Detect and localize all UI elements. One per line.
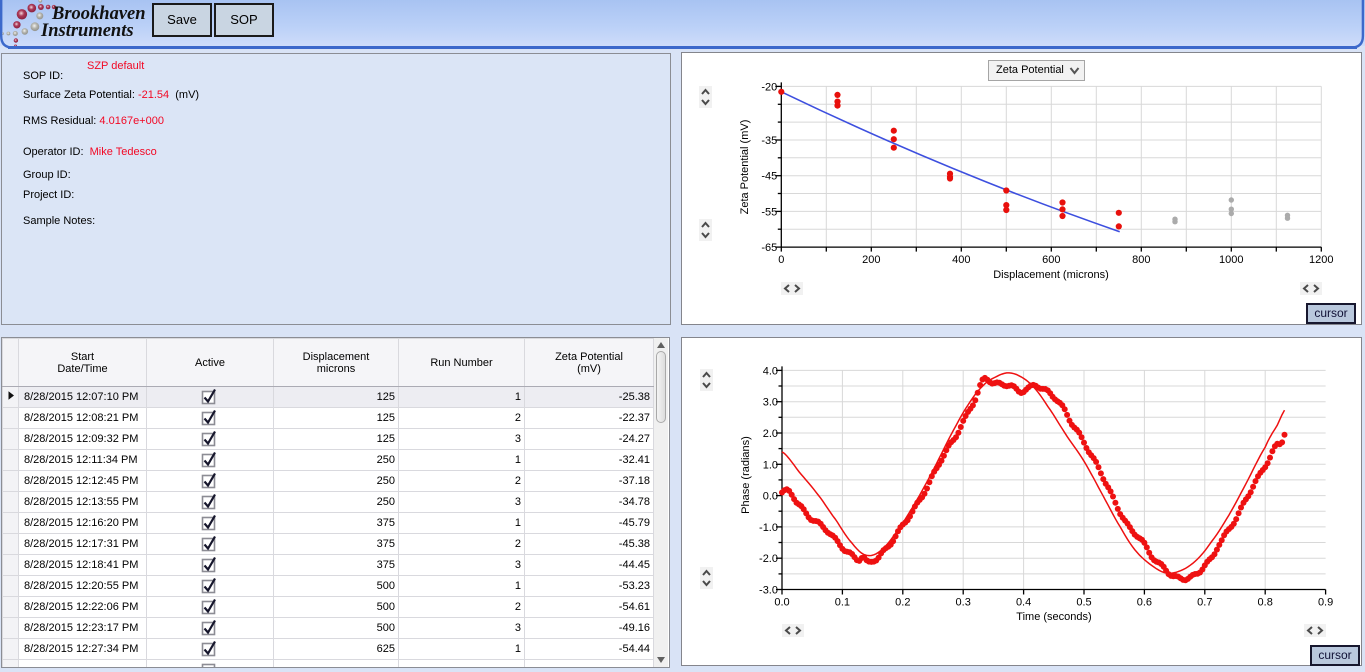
svg-text:0.2: 0.2 xyxy=(895,597,910,609)
svg-text:4.0: 4.0 xyxy=(763,365,778,377)
svg-text:0.3: 0.3 xyxy=(956,597,971,609)
svg-text:0.0: 0.0 xyxy=(763,491,778,503)
svg-text:-2.0: -2.0 xyxy=(759,553,778,565)
svg-text:2.0: 2.0 xyxy=(763,428,778,440)
svg-text:Displacement (microns): Displacement (microns) xyxy=(993,269,1109,281)
svg-text:-1.0: -1.0 xyxy=(759,522,778,534)
svg-text:0.7: 0.7 xyxy=(1197,597,1212,609)
svg-text:-35: -35 xyxy=(761,135,777,147)
svg-text:-65: -65 xyxy=(761,242,777,254)
svg-text:3.0: 3.0 xyxy=(763,397,778,409)
svg-text:Phase (radians): Phase (radians) xyxy=(740,436,752,514)
svg-text:Zeta Potential (mV): Zeta Potential (mV) xyxy=(739,120,751,215)
svg-text:1000: 1000 xyxy=(1219,254,1243,266)
svg-text:200: 200 xyxy=(862,254,880,266)
svg-text:0.9: 0.9 xyxy=(1318,597,1333,609)
svg-text:-3.0: -3.0 xyxy=(759,585,778,597)
svg-text:0.4: 0.4 xyxy=(1016,597,1031,609)
svg-text:0.8: 0.8 xyxy=(1258,597,1273,609)
svg-text:-45: -45 xyxy=(761,171,777,183)
svg-text:Time (seconds): Time (seconds) xyxy=(1016,611,1091,623)
svg-text:0.0: 0.0 xyxy=(774,597,789,609)
svg-text:0.5: 0.5 xyxy=(1076,597,1091,609)
svg-text:-55: -55 xyxy=(761,206,777,218)
svg-text:800: 800 xyxy=(1132,254,1150,266)
svg-text:0.6: 0.6 xyxy=(1137,597,1152,609)
svg-text:0.1: 0.1 xyxy=(835,597,850,609)
svg-text:-20: -20 xyxy=(761,81,777,93)
svg-text:0: 0 xyxy=(778,254,784,266)
svg-text:400: 400 xyxy=(952,254,970,266)
svg-text:1200: 1200 xyxy=(1309,254,1333,266)
svg-text:1.0: 1.0 xyxy=(763,459,778,471)
svg-text:600: 600 xyxy=(1042,254,1060,266)
